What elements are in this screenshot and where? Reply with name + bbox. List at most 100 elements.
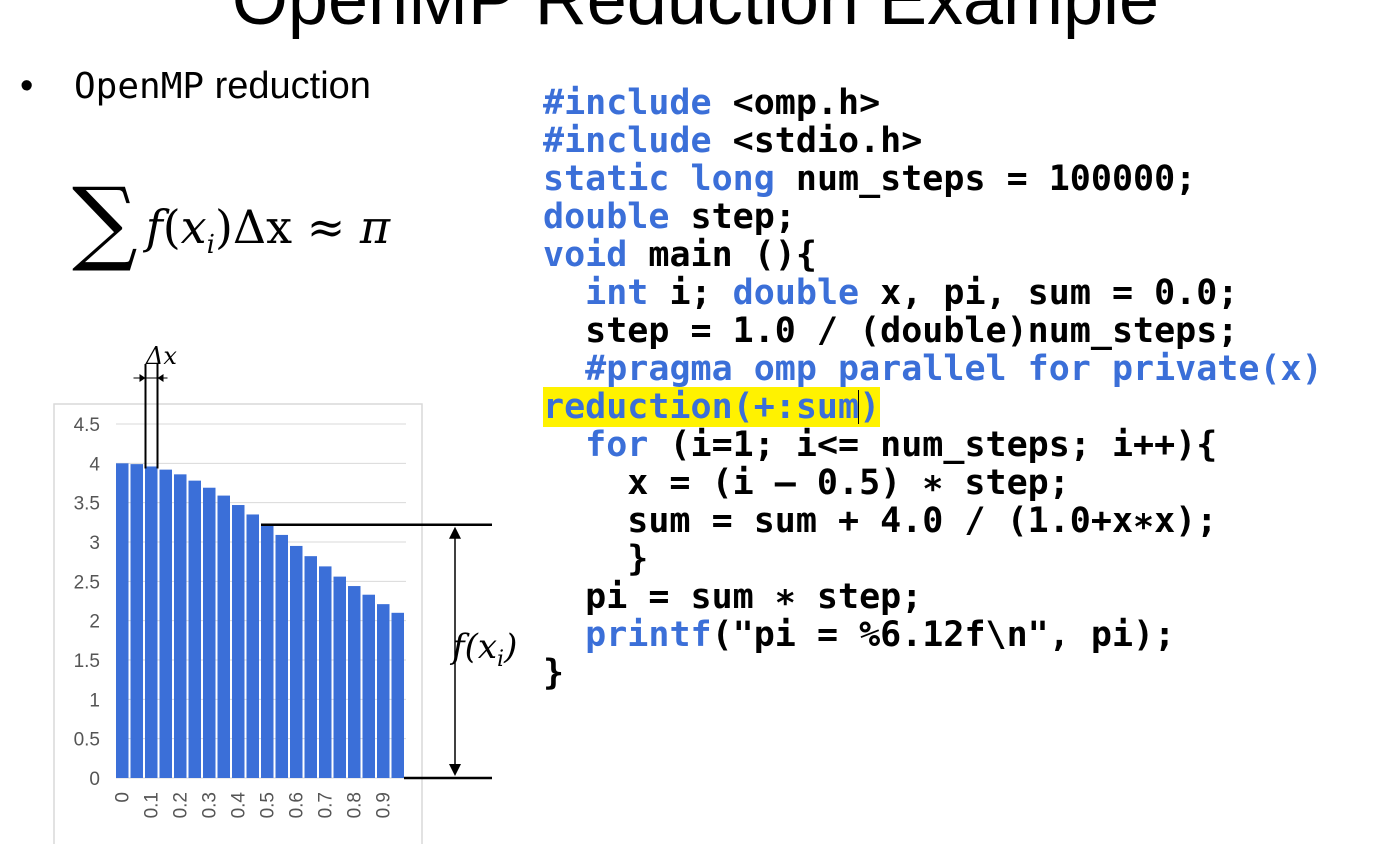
y-tick-label: 3.5 xyxy=(74,494,100,515)
code-text: main (){ xyxy=(627,235,817,275)
code-text: } xyxy=(543,539,649,579)
code-text: } xyxy=(543,653,565,693)
code-keyword: printf xyxy=(585,615,712,655)
code-keyword: #include xyxy=(543,83,712,123)
slide-title: OpenMP Reduction Example xyxy=(231,0,1160,40)
x-tick-label: 0.8 xyxy=(344,792,365,818)
y-tick-label: 4.5 xyxy=(74,415,100,436)
bullet-text: reduction xyxy=(204,65,371,107)
code-line: static long num_steps = 100000; xyxy=(543,160,1323,198)
code-line: } xyxy=(543,654,1323,692)
y-tick-label: 2.5 xyxy=(74,572,100,593)
x-tick-label: 0.9 xyxy=(373,792,394,818)
code-line: double step; xyxy=(543,198,1323,236)
code-line: for (i=1; i<= num_steps; i++){ xyxy=(543,426,1323,464)
code-line: #include <omp.h> xyxy=(543,84,1323,122)
code-line: reduction(+:sum) xyxy=(543,387,1323,427)
code-text: x, pi, sum = 0.0; xyxy=(859,273,1239,313)
bar xyxy=(174,474,187,778)
code-text: x = (i – 0.5) ∗ step; xyxy=(543,463,1070,503)
x-tick-label: 0.1 xyxy=(141,792,162,818)
code-line: printf("pi = %6.12f\n", pi); xyxy=(543,616,1323,654)
bar xyxy=(290,545,303,778)
bar xyxy=(116,463,129,778)
code-line: sum = sum + 4.0 / (1.0+x∗x); xyxy=(543,502,1323,540)
code-text: (i=1; i<= num_steps; i++){ xyxy=(648,425,1218,465)
bar xyxy=(203,487,216,778)
y-tick-label: 0.5 xyxy=(74,730,100,751)
fx-label: f(xi) xyxy=(449,627,517,672)
code-line: void main (){ xyxy=(543,236,1323,274)
delta-x-label: Δx xyxy=(145,342,177,370)
bullet-item: • OpenMP reduction xyxy=(20,62,371,111)
code-keyword: for xyxy=(585,425,649,465)
code-keyword: int xyxy=(585,273,649,313)
code-line: int i; double x, pi, sum = 0.0; xyxy=(543,274,1323,312)
x-tick-label: 0.3 xyxy=(199,792,220,818)
code-line: #pragma omp parallel for private(x) xyxy=(543,350,1323,388)
code-line: pi = sum ∗ step; xyxy=(543,578,1323,616)
x-tick-label: 0.4 xyxy=(228,792,249,819)
formula-x: x xyxy=(180,200,207,254)
x-tick-label: 0 xyxy=(112,792,133,803)
code-text xyxy=(543,273,585,313)
formula-approx: ≈ xyxy=(306,200,346,254)
y-tick-label: 1 xyxy=(89,690,100,711)
code-keyword: #include xyxy=(543,121,712,161)
bar xyxy=(145,466,158,778)
bar xyxy=(377,604,390,778)
bullet-openmp: OpenMP xyxy=(74,66,205,107)
code-line: #include <stdio.h> xyxy=(543,122,1323,160)
bar xyxy=(188,480,201,778)
formula-pi: π xyxy=(359,200,391,254)
formula-delta-x: Δx xyxy=(232,200,293,254)
bar xyxy=(275,534,288,778)
sum-symbol: ∑ xyxy=(72,168,138,275)
bar xyxy=(246,514,259,778)
formula-sub: i xyxy=(206,230,215,261)
y-tick-label: 0 xyxy=(89,769,100,790)
code-keyword: reduction(+:sum xyxy=(543,387,860,427)
x-tick-label: 0.7 xyxy=(315,792,336,818)
bar xyxy=(362,594,375,778)
code-keyword: #pragma omp parallel for private(x) xyxy=(585,349,1323,389)
x-tick-label: 0.5 xyxy=(257,792,278,818)
code-text: step = 1.0 / (double)num_steps; xyxy=(543,311,1239,351)
bar xyxy=(333,576,346,778)
fx-arrowhead-bottom xyxy=(449,764,461,776)
code-text: <omp.h> xyxy=(711,83,881,123)
bar xyxy=(304,556,317,778)
fx-arrowhead-top xyxy=(449,526,461,539)
chart-svg: 0 0.5 1 1.5 2 2.5 3 3.5 4 4.5 0 0.1 0.2 0.3 0.4 0.5 0.6 0… xyxy=(53,342,517,844)
y-tick-label: 3 xyxy=(89,533,100,554)
code-text: step; xyxy=(669,197,796,237)
code-text: num_steps = 100000; xyxy=(774,159,1197,199)
formula-f: f xyxy=(145,200,163,254)
bullet-dot: • xyxy=(20,65,34,107)
bar xyxy=(217,495,230,778)
code-block: #include <omp.h> #include <stdio.h> static… xyxy=(543,84,1323,692)
code-text: ("pi = %6.12f\n", pi); xyxy=(711,615,1176,655)
y-tick-label: 4 xyxy=(89,454,100,475)
bar xyxy=(130,464,143,778)
code-text: i; xyxy=(648,273,733,313)
x-tick-label: 0.2 xyxy=(170,792,191,818)
delta-arrowhead-left xyxy=(139,374,146,382)
bar xyxy=(261,524,274,778)
x-tick-label: 0.6 xyxy=(286,792,307,818)
code-line: x = (i – 0.5) ∗ step; xyxy=(543,464,1323,502)
y-tick-label: 2 xyxy=(89,612,100,633)
bar xyxy=(391,612,404,778)
delta-arrowhead-right xyxy=(157,374,164,382)
code-line: } xyxy=(543,540,1323,578)
code-text: pi = sum ∗ step; xyxy=(543,577,923,617)
code-keyword: static long xyxy=(543,159,775,199)
code-keyword: double xyxy=(732,273,860,313)
code-keyword: void xyxy=(543,235,628,275)
code-keyword: ) xyxy=(859,387,881,427)
code-text: sum = sum + 4.0 / (1.0+x∗x); xyxy=(543,501,1218,541)
bar xyxy=(348,586,361,778)
y-tick-label: 1.5 xyxy=(74,651,100,672)
riemann-chart: 0 0.5 1 1.5 2 2.5 3 3.5 4 4.5 0 0.1 0.2 0.3 0.4 0.5 0.6 0… xyxy=(0,330,560,844)
code-text: <stdio.h> xyxy=(711,121,923,161)
